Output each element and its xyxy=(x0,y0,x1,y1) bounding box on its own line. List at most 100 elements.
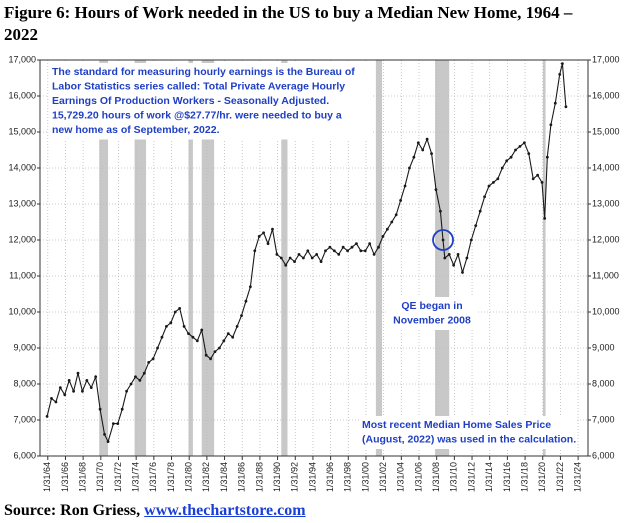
data-point xyxy=(452,263,456,267)
data-point xyxy=(164,325,168,328)
data-point xyxy=(54,400,58,404)
data-point xyxy=(106,440,110,443)
page-title: Figure 6: Hours of Work needed in the US… xyxy=(4,3,573,44)
x-tick-label: 1/31/10 xyxy=(449,462,459,492)
x-tick-label: 1/31/64 xyxy=(42,462,52,492)
data-point xyxy=(195,339,199,343)
data-point xyxy=(505,159,509,163)
data-point xyxy=(527,152,531,156)
y-tick-label: 12,000 xyxy=(8,234,36,244)
data-point xyxy=(213,350,217,353)
data-point xyxy=(235,325,239,328)
data-point xyxy=(461,271,464,274)
y2-tick-label: 7,000 xyxy=(592,414,615,424)
data-point xyxy=(209,357,212,361)
data-point xyxy=(138,379,142,382)
data-point xyxy=(253,249,257,253)
source-link[interactable]: www.thechartstore.com xyxy=(144,502,306,519)
x-tick-label: 1/31/14 xyxy=(484,462,494,492)
x-tick-label: 1/31/66 xyxy=(60,462,70,492)
data-point xyxy=(332,249,336,253)
data-point xyxy=(412,155,416,159)
data-point xyxy=(447,253,451,256)
data-point xyxy=(465,256,469,260)
data-point xyxy=(244,299,248,303)
data-point xyxy=(81,389,84,393)
data-point xyxy=(45,415,49,418)
data-point xyxy=(540,181,544,184)
data-point xyxy=(564,105,568,109)
y-tick-label: 11,000 xyxy=(9,270,36,280)
data-point xyxy=(438,209,442,213)
data-point xyxy=(98,407,102,411)
data-point xyxy=(346,249,349,253)
annotation-text: Labor Statistics series called: Total Pr… xyxy=(52,80,345,92)
data-point xyxy=(363,249,367,253)
annotation-text: Earnings Of Production Workers - Seasona… xyxy=(52,95,329,107)
x-tick-label: 1/31/70 xyxy=(95,462,105,492)
x-tick-label: 1/31/08 xyxy=(431,462,441,492)
y-tick-label: 15,000 xyxy=(8,126,36,136)
data-point xyxy=(403,184,407,188)
x-tick-label: 1/31/90 xyxy=(272,462,282,492)
data-point xyxy=(359,249,363,253)
data-point xyxy=(284,263,288,267)
data-point xyxy=(204,353,208,357)
x-tick-label: 1/31/20 xyxy=(537,462,547,492)
highlight-circle xyxy=(432,229,454,251)
data-point xyxy=(116,422,120,425)
data-point xyxy=(434,188,438,192)
data-point xyxy=(399,199,403,202)
x-tick-label: 1/31/24 xyxy=(572,462,582,492)
annotation-text: new home as of September, 2022. xyxy=(52,124,220,136)
x-tick-label: 1/31/96 xyxy=(325,462,335,492)
x-tick-label: 1/31/84 xyxy=(219,462,229,492)
data-point xyxy=(377,245,380,249)
data-point xyxy=(441,238,445,242)
data-point xyxy=(337,253,341,256)
data-point xyxy=(76,371,80,375)
data-point xyxy=(173,310,177,314)
data-point xyxy=(341,245,345,249)
data-point xyxy=(522,141,526,145)
data-point xyxy=(355,242,358,246)
data-point xyxy=(142,371,146,375)
data-point xyxy=(560,62,564,65)
data-point xyxy=(390,220,394,224)
data-point xyxy=(394,213,398,217)
data-point xyxy=(191,335,195,339)
x-tick-label: 1/31/88 xyxy=(254,462,264,492)
source-text: Source: Ron Griess, xyxy=(4,502,145,519)
y-tick-label: 16,000 xyxy=(8,90,36,100)
recession-band xyxy=(134,60,147,456)
data-point xyxy=(151,357,155,361)
data-point xyxy=(125,389,129,393)
data-point xyxy=(50,397,53,400)
recession-band xyxy=(281,60,288,456)
data-point xyxy=(89,386,93,389)
data-point xyxy=(297,253,301,256)
x-tick-label: 1/31/00 xyxy=(360,462,370,492)
data-point xyxy=(156,346,159,350)
data-point xyxy=(262,231,266,235)
annotation-text: QE began in xyxy=(401,300,462,312)
x-tick-label: 1/31/06 xyxy=(413,462,423,492)
data-point xyxy=(182,325,186,328)
plot-frame xyxy=(39,59,589,457)
data-point xyxy=(94,375,98,379)
x-tick-label: 1/31/86 xyxy=(237,462,247,492)
y2-tick-label: 12,000 xyxy=(592,234,620,244)
data-point xyxy=(231,335,235,339)
annotation-text: 15,729.20 hours of work @$27.77/hr. were… xyxy=(52,109,342,121)
data-point xyxy=(549,123,553,127)
data-point xyxy=(421,148,425,152)
y2-tick-label: 15,000 xyxy=(592,126,620,136)
y2-tick-label: 9,000 xyxy=(592,342,615,352)
data-point xyxy=(218,346,221,350)
data-point xyxy=(514,148,517,152)
x-tick-label: 1/31/18 xyxy=(519,462,529,492)
recession-band xyxy=(188,60,193,456)
x-tick-label: 1/31/94 xyxy=(307,462,317,492)
data-point xyxy=(288,256,292,260)
data-point xyxy=(372,253,376,256)
